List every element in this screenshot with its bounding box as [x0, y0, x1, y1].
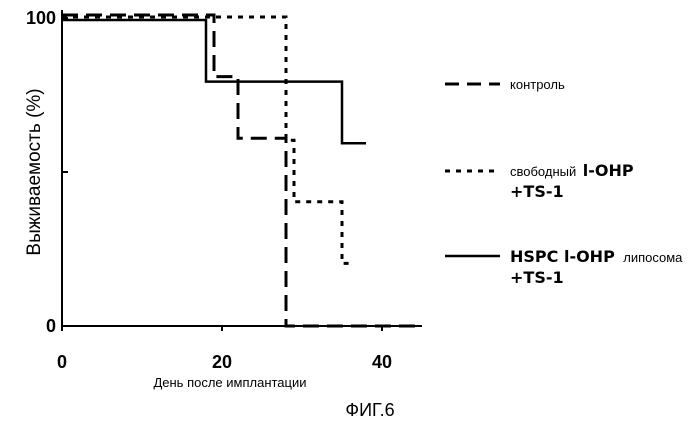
- y-tick-label: 100: [26, 8, 56, 28]
- y-axis-title: Выживаемость (%): [24, 88, 45, 255]
- legend-label-free-lohp: свободный l-OHP: [510, 161, 634, 180]
- legend-label-hspc-ts1: +TS-1: [510, 268, 564, 287]
- series-layer: [62, 15, 422, 326]
- legend-label-free-lohp-word: свободный: [510, 164, 576, 179]
- legend-label-hspc-word: липосома: [623, 250, 683, 265]
- x-tick-label: 0: [57, 352, 67, 372]
- ticks-layer: 0 100 0 20 40: [26, 8, 392, 372]
- legend-label-free-lohp-ts1: +TS-1: [510, 182, 564, 201]
- figure-caption: ФИГ.6: [345, 400, 394, 420]
- legend-label-free-lohp-drug: l-OHP: [583, 161, 634, 180]
- legend: контроль свободный l-OHP +TS-1 HSPC l-OH…: [445, 77, 683, 287]
- series-control-line: [62, 15, 422, 326]
- y-tick-label: 0: [46, 316, 56, 336]
- legend-label-hspc-drug: HSPC l-OHP: [510, 247, 615, 266]
- x-tick-label: 40: [372, 352, 392, 372]
- legend-label-control: контроль: [510, 77, 565, 92]
- axes: [62, 10, 422, 326]
- x-tick-label: 20: [212, 352, 232, 372]
- x-axis-title: День после имплантации: [153, 375, 306, 390]
- legend-label-hspc: HSPC l-OHP липосома: [510, 247, 683, 266]
